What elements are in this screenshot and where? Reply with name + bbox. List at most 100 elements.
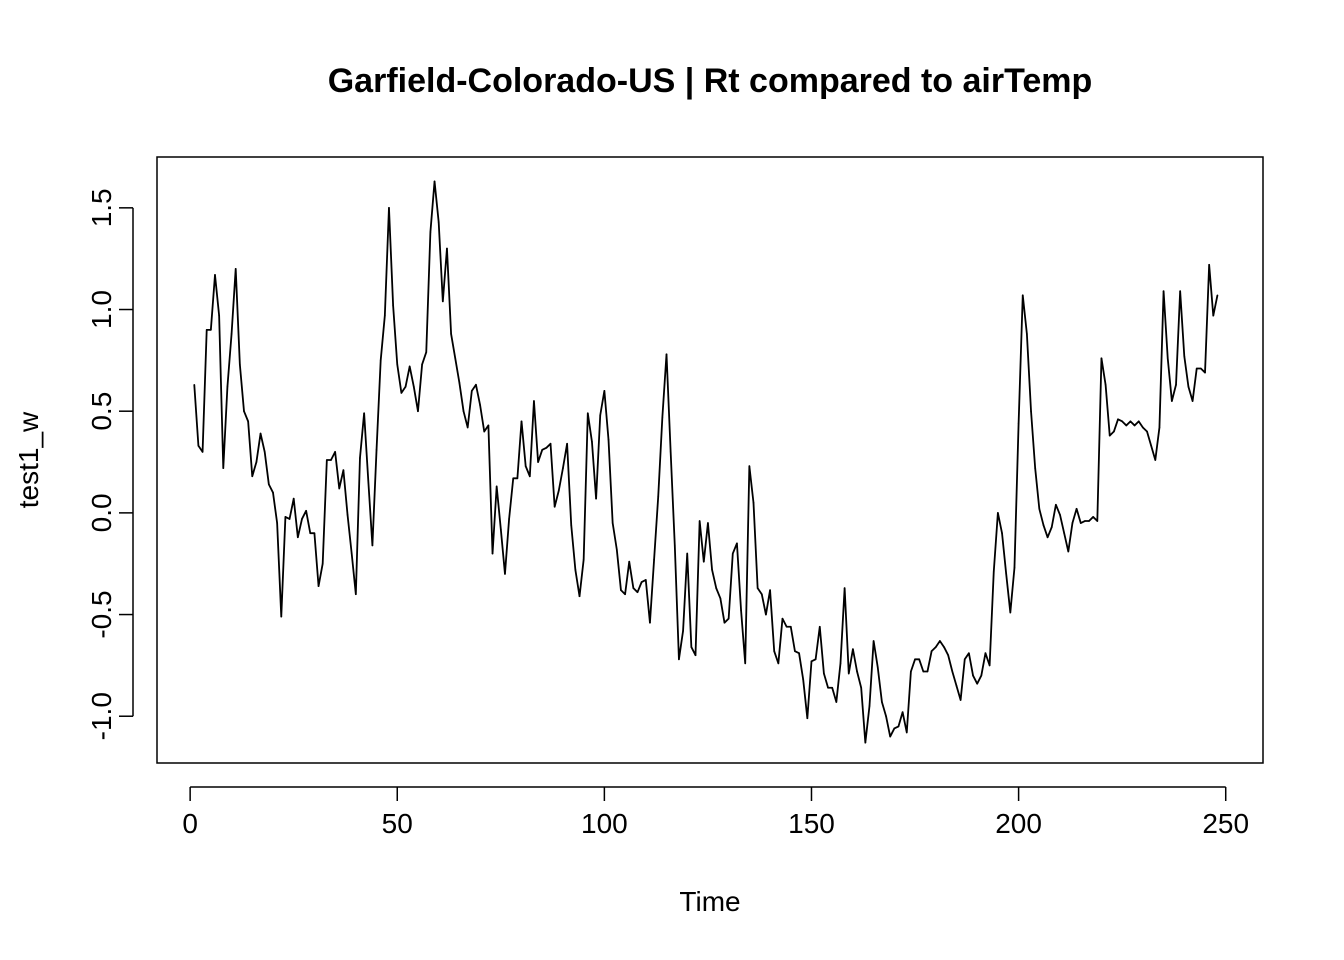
data-point (628, 560, 631, 563)
data-point (943, 646, 945, 648)
data-point (1137, 420, 1140, 423)
data-point (562, 467, 564, 469)
data-point (400, 392, 403, 394)
data-point (839, 662, 842, 665)
data-point (781, 617, 784, 620)
data-point (1021, 294, 1024, 297)
data-point (599, 414, 602, 417)
data-point (715, 587, 718, 589)
data-point (367, 479, 370, 482)
data-point (570, 524, 573, 526)
data-point (1108, 434, 1111, 437)
data-point (595, 497, 597, 500)
data-point (984, 652, 987, 654)
data-point (541, 449, 544, 451)
data-point (702, 560, 705, 563)
data-point (881, 701, 883, 703)
data-point (363, 412, 365, 415)
data-point (1013, 566, 1016, 569)
y-tick-label: 1.5 (86, 188, 117, 227)
data-point (794, 650, 796, 652)
data-point (1042, 524, 1045, 526)
data-point (810, 660, 813, 663)
data-point (922, 670, 925, 673)
data-point (756, 587, 759, 589)
data-point (504, 573, 506, 575)
data-point (723, 621, 726, 624)
x-axis-label: Time (679, 886, 740, 917)
data-point (636, 591, 639, 593)
data-point (516, 477, 519, 480)
data-point (760, 593, 763, 596)
data-point (1071, 522, 1074, 524)
data-point (545, 447, 548, 449)
data-point (1001, 532, 1003, 535)
data-point (740, 609, 742, 612)
data-point (665, 353, 668, 356)
data-point (421, 363, 423, 366)
data-point (446, 247, 448, 250)
data-point (350, 552, 353, 555)
data-point (1092, 516, 1094, 518)
x-tick-label: 150 (788, 808, 835, 839)
data-point (1208, 263, 1210, 266)
data-point (988, 664, 991, 667)
data-point (1030, 410, 1032, 412)
data-point (748, 465, 751, 467)
data-point (201, 451, 204, 453)
data-point (313, 532, 316, 535)
data-point (297, 536, 299, 539)
data-point (487, 424, 490, 427)
data-point (466, 426, 469, 429)
data-point (827, 686, 829, 689)
data-point (338, 487, 341, 490)
data-point (1187, 385, 1190, 388)
data-point (359, 457, 361, 459)
data-point (769, 589, 771, 591)
data-point (624, 593, 626, 596)
y-tick-label: 1.0 (86, 290, 117, 329)
data-point (1063, 532, 1065, 535)
data-point (272, 491, 274, 494)
data-point (847, 672, 850, 675)
data-point (342, 469, 345, 471)
data-point (901, 711, 904, 713)
data-point (934, 646, 937, 648)
data-point (852, 648, 854, 650)
data-point (1142, 426, 1144, 429)
data-point (727, 617, 730, 620)
data-point (230, 333, 233, 335)
data-point (632, 587, 635, 589)
data-point (408, 365, 411, 368)
data-points (193, 180, 1219, 744)
data-point (926, 670, 929, 673)
x-tick-label: 0 (182, 808, 198, 839)
y-tick-label: -1.0 (86, 692, 117, 740)
series-line (193, 180, 1219, 744)
data-point (458, 381, 461, 384)
data-point (657, 495, 660, 498)
plot-frame (156, 156, 1264, 764)
data-point (1166, 357, 1169, 360)
data-point (1104, 383, 1107, 386)
data-point (553, 505, 556, 508)
data-point (222, 467, 225, 469)
data-point (533, 400, 535, 402)
data-point (437, 221, 440, 223)
data-point (495, 485, 498, 488)
data-point (396, 363, 399, 366)
data-point (384, 314, 386, 317)
data-point (673, 544, 676, 547)
data-point (620, 589, 622, 591)
data-point (214, 274, 216, 276)
data-point (379, 359, 382, 362)
data-point (860, 686, 862, 689)
y-tick-label: -0.5 (86, 590, 117, 638)
data-point (694, 654, 697, 657)
data-point (669, 451, 672, 453)
data-point (239, 363, 241, 366)
data-point (508, 518, 510, 520)
data-point (773, 650, 776, 652)
data-point (1195, 367, 1198, 370)
